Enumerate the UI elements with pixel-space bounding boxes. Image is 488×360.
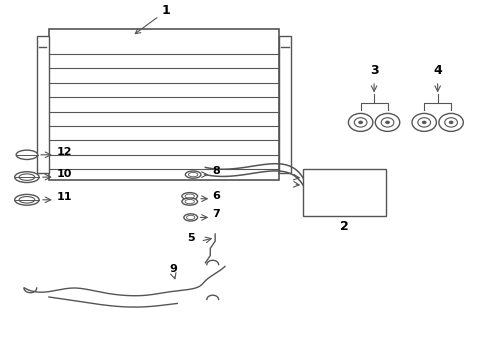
Ellipse shape: [182, 193, 197, 200]
Text: 6: 6: [212, 191, 220, 201]
Ellipse shape: [182, 198, 197, 205]
Ellipse shape: [184, 194, 194, 198]
Ellipse shape: [15, 194, 39, 205]
Bar: [37, 36, 49, 173]
Text: 3: 3: [369, 64, 378, 77]
Ellipse shape: [184, 199, 194, 204]
Circle shape: [380, 118, 393, 127]
Bar: [49, 29, 278, 180]
Ellipse shape: [19, 174, 35, 180]
Text: 2: 2: [340, 220, 348, 233]
Text: 11: 11: [56, 192, 72, 202]
Circle shape: [417, 118, 429, 127]
Circle shape: [385, 121, 389, 124]
Circle shape: [438, 113, 463, 131]
Circle shape: [347, 113, 372, 131]
Ellipse shape: [15, 172, 39, 183]
Ellipse shape: [188, 172, 198, 177]
Circle shape: [448, 121, 452, 124]
Text: 10: 10: [56, 169, 71, 179]
Circle shape: [444, 118, 457, 127]
Circle shape: [375, 113, 399, 131]
Circle shape: [358, 121, 362, 124]
Text: 9: 9: [169, 264, 177, 274]
Circle shape: [422, 121, 426, 124]
Text: 12: 12: [56, 147, 72, 157]
Text: 7: 7: [212, 210, 220, 220]
Text: 5: 5: [186, 233, 194, 243]
Text: 1: 1: [135, 4, 170, 33]
Text: 8: 8: [212, 166, 220, 176]
Ellipse shape: [183, 214, 197, 221]
Ellipse shape: [16, 150, 38, 159]
Ellipse shape: [186, 215, 194, 220]
Ellipse shape: [19, 197, 35, 203]
Text: 4: 4: [432, 64, 441, 77]
Circle shape: [353, 118, 366, 127]
Bar: [303, 169, 386, 216]
Bar: [278, 36, 290, 173]
Ellipse shape: [185, 171, 201, 178]
Circle shape: [411, 113, 436, 131]
